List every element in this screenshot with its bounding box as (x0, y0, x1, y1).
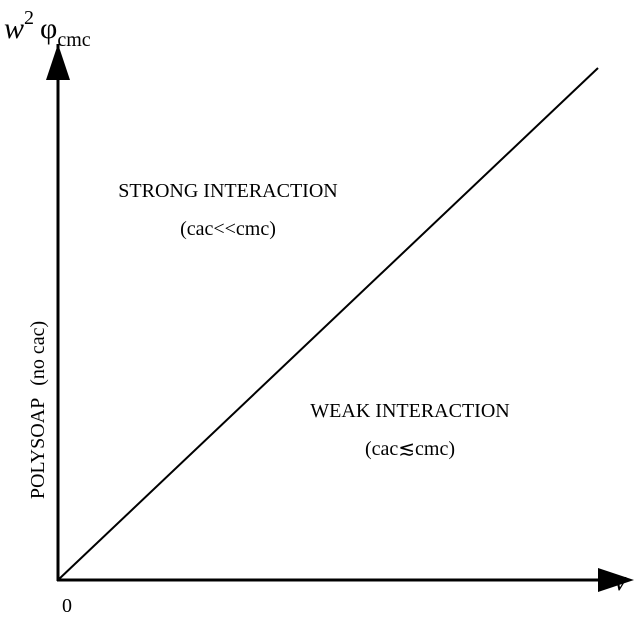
y-label-base: w (4, 12, 24, 45)
region-condition: (cac≲cmc) (365, 438, 455, 460)
boundary-line (57, 67, 599, 581)
x-arrow (598, 568, 634, 592)
region-condition: (cac<<cmc) (180, 218, 276, 240)
side-label: POLYSOAP (no cac) (27, 321, 49, 499)
y-label-superscript: 2 (24, 7, 34, 29)
x-axis-label: v (614, 566, 627, 597)
y-axis-label: w2 φcmc (4, 7, 91, 51)
region-title: STRONG INTERACTION (118, 180, 337, 202)
side-label-note: (no cac) (27, 321, 49, 386)
y-label-subscript: cmc (57, 29, 90, 51)
y-arrow (46, 44, 70, 80)
y-label-symbol: φ (40, 12, 57, 45)
region-title: WEAK INTERACTION (310, 400, 509, 422)
side-label-main: POLYSOAP (27, 398, 49, 499)
origin-label: 0 (62, 595, 72, 617)
